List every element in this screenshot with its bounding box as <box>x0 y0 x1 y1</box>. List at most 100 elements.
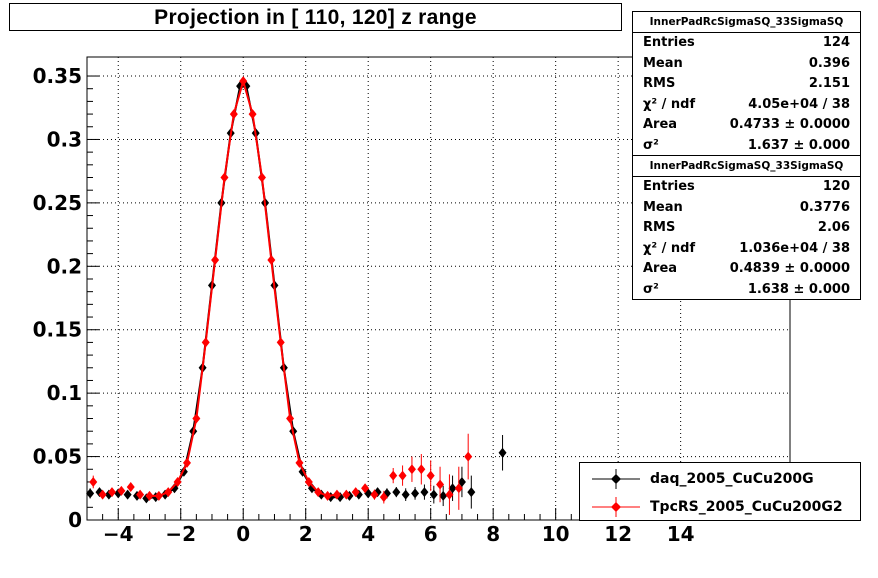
data-point <box>239 76 248 87</box>
y-tick-label: 0.15 <box>33 318 82 342</box>
series-tpcrs <box>89 76 473 515</box>
data-point <box>220 172 229 183</box>
data-point <box>286 413 295 424</box>
stats-key: Mean <box>643 55 683 71</box>
data-point <box>323 490 332 501</box>
y-tick-label: 0.2 <box>47 254 82 278</box>
data-point <box>498 447 507 458</box>
stats-key: RMS <box>643 220 676 236</box>
stats-row-area: Area 0.4839 ± 0.0000 <box>633 259 860 280</box>
x-tick-label: 2 <box>299 522 313 546</box>
legend-marker-tpcrs <box>592 497 640 517</box>
data-point <box>211 254 220 265</box>
stats-key: χ² / ndf <box>643 240 696 256</box>
data-point <box>182 457 191 468</box>
stats-row-area: Area 0.4733 ± 0.0000 <box>633 115 860 136</box>
data-point <box>361 483 370 494</box>
data-point <box>117 485 126 496</box>
stats-key: Mean <box>643 199 683 215</box>
stats-key: Area <box>643 261 678 277</box>
data-point <box>379 492 388 503</box>
data-point <box>304 476 313 487</box>
data-point <box>389 470 398 481</box>
data-point <box>276 337 285 348</box>
x-tick-label: 6 <box>424 522 438 546</box>
axes: −4 −2 0 2 4 6 8 10 12 14 0 0.05 0.1 0.15 0.2 0.25 0.3 0.3… <box>33 64 791 546</box>
data-point <box>145 490 154 501</box>
data-point <box>411 488 420 499</box>
data-point <box>351 487 360 498</box>
stats-value: 2.06 <box>817 220 850 236</box>
legend-label: TpcRS_2005_CuCu200G2 <box>650 499 843 515</box>
data-point <box>401 489 410 500</box>
data-point <box>267 254 276 265</box>
stats-value: 120 <box>822 179 850 194</box>
data-point <box>192 413 201 424</box>
stats-row-rms: RMS 2.06 <box>633 218 860 239</box>
stats-key: σ² <box>643 137 659 153</box>
chart-title: Projection in [ 110, 120] z range <box>9 3 622 31</box>
stats-box-daq: InnerPadRcSigmaSQ_33SigmaSQ Entries 124 M… <box>632 11 861 156</box>
data-point <box>464 451 473 462</box>
legend-entry-tpcrs: TpcRS_2005_CuCu200G2 <box>580 493 860 521</box>
data-point <box>439 490 448 501</box>
legend-label: daq_2005_CuCu200G <box>650 471 814 487</box>
stats-value: 2.151 <box>808 76 850 92</box>
data-point <box>370 489 379 500</box>
y-tick-label: 0.25 <box>33 191 82 215</box>
stats-row-chi2: χ² / ndf 1.036e+04 / 38 <box>633 239 860 260</box>
data-point <box>123 489 132 500</box>
y-tick-label: 0.35 <box>33 64 82 88</box>
legend-entry-daq: daq_2005_CuCu200G <box>580 465 860 493</box>
data-point <box>248 109 257 120</box>
data-point <box>426 470 435 481</box>
data-point <box>86 488 95 499</box>
data-point <box>201 337 210 348</box>
data-point <box>164 487 173 498</box>
data-point <box>229 109 238 120</box>
stats-value: 0.4733 ± 0.0000 <box>729 117 850 133</box>
stats-box-tpcrs: InnerPadRcSigmaSQ_33SigmaSQ Entries 120 M… <box>632 155 861 300</box>
y-tick-label: 0.3 <box>47 127 82 151</box>
stats-value: 4.05e+04 / 38 <box>748 96 850 112</box>
x-tick-label: 0 <box>236 522 250 546</box>
x-tick-label: 4 <box>361 522 375 546</box>
data-point <box>436 479 445 490</box>
data-point <box>398 470 407 481</box>
stats-title: InnerPadRcSigmaSQ_33SigmaSQ <box>633 156 860 177</box>
stats-row-chi2: χ² / ndf 4.05e+04 / 38 <box>633 95 860 116</box>
data-point <box>307 483 316 494</box>
stats-value: 1.036e+04 / 38 <box>739 240 850 256</box>
stats-key: σ² <box>643 281 659 297</box>
data-point <box>467 487 476 498</box>
stats-value: 1.638 ± 0.000 <box>747 281 850 297</box>
data-point <box>295 457 304 468</box>
x-tick-label: 14 <box>667 522 695 546</box>
stats-row-entries: Entries 120 <box>633 177 860 198</box>
data-point <box>126 482 135 493</box>
data-point <box>136 489 145 500</box>
stats-value: 1.637 ± 0.000 <box>747 137 850 153</box>
data-point <box>429 489 438 500</box>
series-line <box>146 80 341 500</box>
x-tick-label: −2 <box>165 522 196 546</box>
stats-value: 0.396 <box>808 55 850 71</box>
stats-key: Entries <box>643 35 695 50</box>
stats-row-mean: Mean 0.3776 <box>633 198 860 219</box>
legend: daq_2005_CuCu200G TpcRS_2005_CuCu200G2 <box>579 462 861 521</box>
data-point <box>392 487 401 498</box>
data-point <box>407 464 416 475</box>
data-point <box>107 487 116 498</box>
data-point <box>457 476 466 487</box>
y-tick-label: 0.05 <box>33 445 82 469</box>
data-point <box>257 172 266 183</box>
data-point <box>314 487 323 498</box>
data-point <box>154 490 163 501</box>
data-point <box>454 483 463 494</box>
stats-value: 0.4839 ± 0.0000 <box>729 261 850 277</box>
stats-row-entries: Entries 124 <box>633 33 860 54</box>
stats-key: Entries <box>643 179 695 194</box>
data-point <box>89 476 98 487</box>
data-point <box>445 489 454 500</box>
